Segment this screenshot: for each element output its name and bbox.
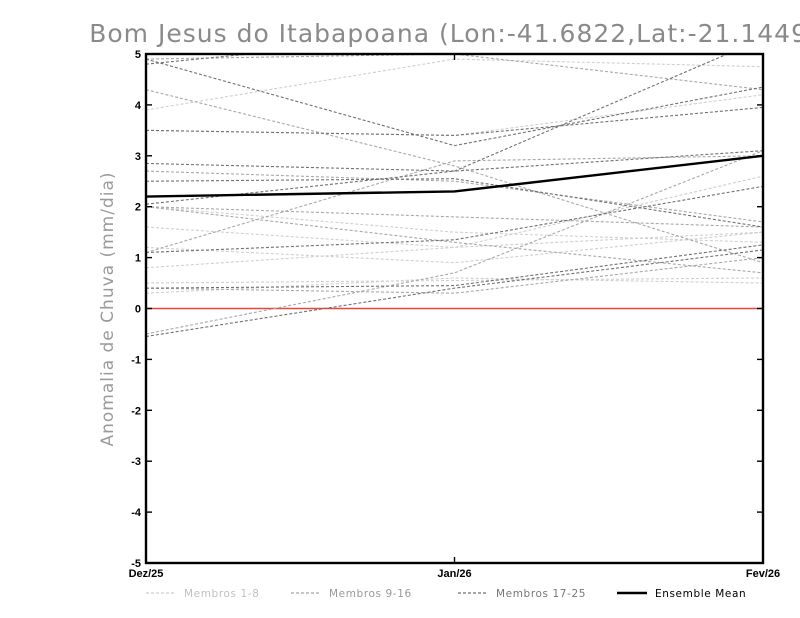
member-line-m3 (146, 175, 763, 269)
member-line-m7 (146, 277, 763, 284)
y-tick-label: 5 (135, 49, 141, 61)
member-line-m9 (146, 89, 763, 264)
x-tick-label: Dez/25 (129, 568, 164, 580)
x-axis-ticks: Dez/25 Jan/26 Fev/26 (129, 54, 780, 580)
member-line-m23 (146, 244, 763, 289)
y-tick-label: -3 (131, 456, 141, 468)
member-line-m20 (146, 58, 763, 147)
member-line-m10 (146, 170, 763, 223)
y-axis-ticks: -5 -4 -3 -2 -1 0 1 2 3 4 5 (131, 49, 763, 570)
legend-label-3: Membros 17-25 (496, 588, 586, 600)
member-line-m18 (146, 106, 763, 136)
chart-title: Bom Jesus do Itabapoana (Lon:-41.6822,La… (89, 19, 800, 48)
member-line-m24 (146, 249, 763, 338)
y-tick-label: -1 (131, 354, 141, 366)
member-line-m6 (146, 94, 763, 136)
x-tick-label: Jan/26 (437, 568, 471, 580)
member-line-m21 (146, 54, 729, 205)
y-tick-label: 2 (135, 202, 141, 214)
member-line-m25 (146, 178, 763, 228)
y-tick-label: -5 (131, 558, 141, 570)
y-axis-label: Anomalia de Chuva (mm/dia) (98, 171, 118, 446)
member-line-m16 (146, 155, 763, 254)
member-line-m11 (146, 206, 763, 228)
ensemble-mean-line (146, 154, 763, 198)
y-tick-label: 1 (135, 253, 141, 265)
y-tick-label: 4 (135, 100, 142, 112)
y-tick-label: -2 (131, 405, 141, 417)
member-line-m4 (146, 277, 763, 294)
member-line-m8 (146, 226, 763, 248)
y-tick-label: 0 (135, 304, 141, 316)
y-tick-label: 3 (135, 151, 141, 163)
x-tick-label: Fev/26 (746, 568, 780, 580)
plot-area (144, 52, 765, 565)
member-line-m15 (146, 206, 763, 274)
legend-label-2: Membros 9-16 (329, 588, 412, 600)
member-line-m14 (146, 257, 763, 294)
legend: Membros 1-8 Membros 9-16 Membros 17-25 Ense… (146, 588, 746, 600)
member-line-m19 (146, 150, 763, 172)
legend-label-1: Membros 1-8 (184, 588, 259, 600)
member-line-m5 (146, 206, 763, 243)
member-line-m22 (146, 185, 763, 254)
legend-label-4: Ensemble Mean (655, 588, 746, 600)
member-line-m13 (146, 54, 763, 91)
y-tick-label: -4 (131, 507, 142, 519)
member-line-m12 (146, 150, 763, 335)
series-lines (146, 54, 763, 338)
member-line-m2 (146, 231, 763, 264)
